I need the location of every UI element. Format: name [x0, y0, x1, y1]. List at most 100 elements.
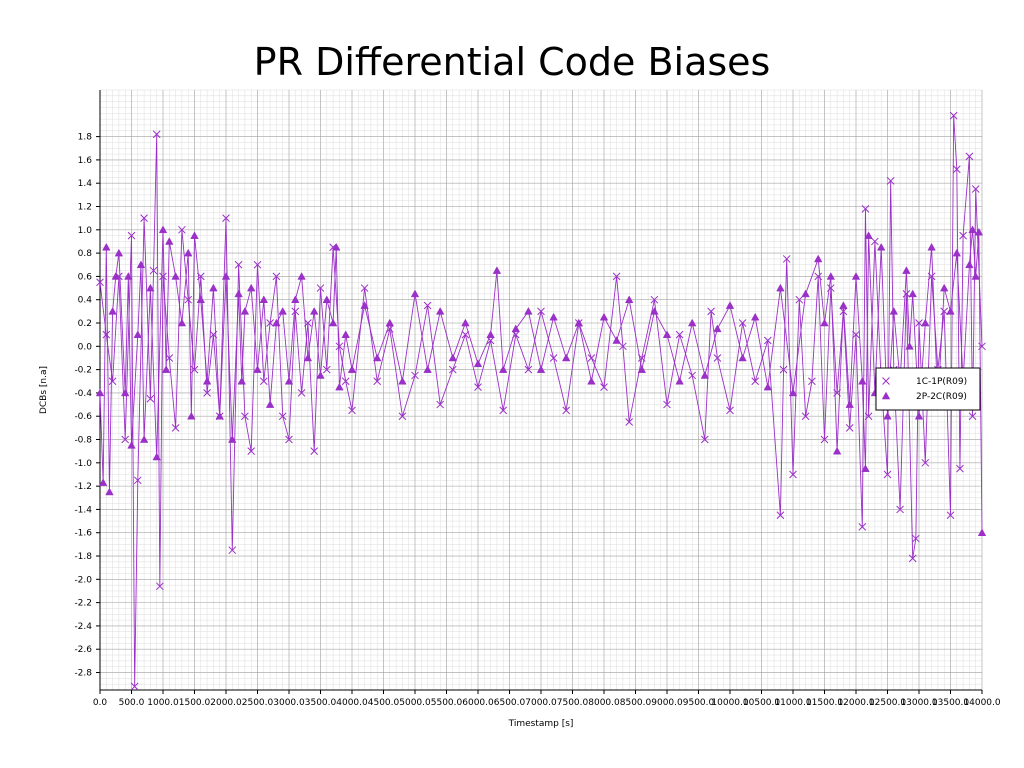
data-point-triangle-marker [561, 353, 571, 362]
data-point-x-marker [779, 365, 788, 374]
x-tick-label: 13000.0 [900, 698, 937, 708]
data-point-x-marker [373, 377, 382, 386]
x-tick-label: 9000.0 [651, 698, 683, 708]
data-point-x-marker [461, 330, 470, 339]
data-point-triangle-marker [423, 365, 432, 373]
data-point-triangle-marker [549, 312, 558, 321]
data-point-triangle-marker [492, 266, 502, 274]
data-point-triangle-marker [662, 330, 672, 338]
data-point-x-marker [782, 255, 791, 263]
data-point-x-marker [291, 307, 300, 316]
ticks: 0.0 500.0 1000.0 1500.0 2000.0 2500.0 3000.0 35… [74, 133, 1000, 708]
data-point-triangle-marker [136, 260, 146, 269]
data-point-triangle-marker [335, 382, 344, 391]
data-point-x-marker [234, 260, 243, 269]
data-point-triangle-marker [946, 307, 955, 315]
data-point-x-marker [499, 406, 508, 415]
data-point-triangle-marker [108, 307, 117, 315]
data-point-triangle-marker [511, 324, 521, 333]
x-tick-label: 500.0 [119, 698, 145, 708]
data-point-x-marker [385, 324, 394, 333]
data-point-x-marker [316, 284, 325, 292]
data-point-x-marker [908, 554, 917, 563]
data-point-x-marker [707, 307, 715, 316]
data-point-x-marker [946, 511, 955, 520]
data-point-triangle-marker [637, 365, 647, 373]
data-point-x-marker [619, 342, 627, 351]
data-point-x-marker [253, 260, 262, 269]
data-point-x-marker [285, 435, 293, 444]
data-point-x-marker [474, 383, 482, 391]
y-tick-label: -2.0 [74, 575, 92, 585]
data-point-x-marker [795, 295, 804, 304]
data-point-x-marker [675, 330, 684, 339]
data-point-triangle-marker [309, 307, 319, 315]
data-point-x-marker [650, 295, 659, 304]
data-point-triangle-marker [190, 231, 199, 239]
data-point-triangle-marker [95, 388, 105, 397]
data-point-triangle-marker [120, 388, 130, 397]
data-point-x-marker [272, 272, 281, 281]
y-tick-label: -1.2 [74, 482, 92, 492]
data-point-x-marker [663, 400, 671, 409]
y-tick-label: -1.4 [74, 505, 92, 515]
data-point-x-marker [882, 377, 890, 385]
data-point-x-marker [140, 214, 148, 223]
data-point-triangle-marker [265, 400, 275, 408]
data-point-triangle-marker [146, 283, 155, 292]
data-point-triangle-marker [171, 272, 180, 280]
data-point-triangle-marker [839, 301, 848, 309]
data-point-x-marker [820, 435, 829, 444]
y-tick-label: 1.2 [78, 203, 92, 213]
data-point-triangle-marker [332, 242, 341, 251]
data-point-triangle-marker [360, 301, 369, 309]
data-point-x-marker [688, 371, 697, 380]
y-tick-label: -2.4 [74, 622, 92, 632]
data-point-x-marker [562, 406, 571, 415]
y-tick-label: -1.8 [74, 552, 92, 562]
data-point-triangle-marker [316, 371, 325, 379]
data-point-triangle-marker [977, 528, 987, 537]
data-point-x-marker [915, 319, 923, 327]
data-point-triangle-marker [448, 353, 458, 362]
data-point-triangle-marker [322, 295, 332, 303]
data-point-triangle-marker [124, 272, 133, 280]
x-tick-label: 12000.0 [837, 698, 874, 708]
data-point-triangle-marker [161, 365, 171, 373]
data-point-x-marker [411, 371, 419, 380]
x-tick-label: 0.0 [93, 698, 108, 708]
x-tick-label: 5000.0 [399, 698, 431, 708]
data-point-triangle-marker [965, 260, 974, 269]
data-point-x-marker [203, 389, 211, 397]
data-point-x-marker [738, 319, 747, 327]
data-point-x-marker [165, 354, 174, 362]
chart-title: PR Differential Code Biases [253, 40, 771, 84]
data-point-triangle-marker [861, 464, 870, 472]
data-point-triangle-marker [725, 301, 735, 309]
data-point-x-marker [130, 682, 139, 691]
data-point-triangle-marker [486, 330, 495, 338]
data-point-x-marker [625, 418, 634, 426]
data-point-x-marker [886, 177, 895, 185]
data-point-x-marker [297, 389, 306, 397]
x-tick-label: 7500.0 [557, 698, 589, 708]
data-point-triangle-marker [763, 382, 773, 391]
data-point-triangle-marker [574, 318, 584, 327]
y-tick-label: -0.6 [74, 412, 92, 422]
x-tick-label: 3000.0 [273, 698, 305, 708]
data-point-triangle-marker [196, 295, 206, 303]
data-point-triangle-marker [461, 318, 470, 327]
data-point-triangle-marker [675, 376, 684, 385]
data-point-triangle-marker [612, 336, 621, 344]
x-axis-label: Timestamp [s] [508, 719, 574, 729]
data-point-x-marker [341, 377, 350, 386]
y-tick-label: 0.6 [78, 272, 93, 282]
data-point-x-marker [549, 354, 558, 362]
data-point-x-marker [883, 470, 892, 479]
y-tick-label: -1.0 [74, 459, 92, 469]
x-tick-label: 5500.0 [431, 698, 463, 708]
data-point-triangle-marker [435, 307, 445, 315]
y-tick-label: 1.4 [78, 179, 93, 189]
data-point-x-marker [423, 301, 432, 310]
data-point-x-marker [871, 237, 879, 246]
